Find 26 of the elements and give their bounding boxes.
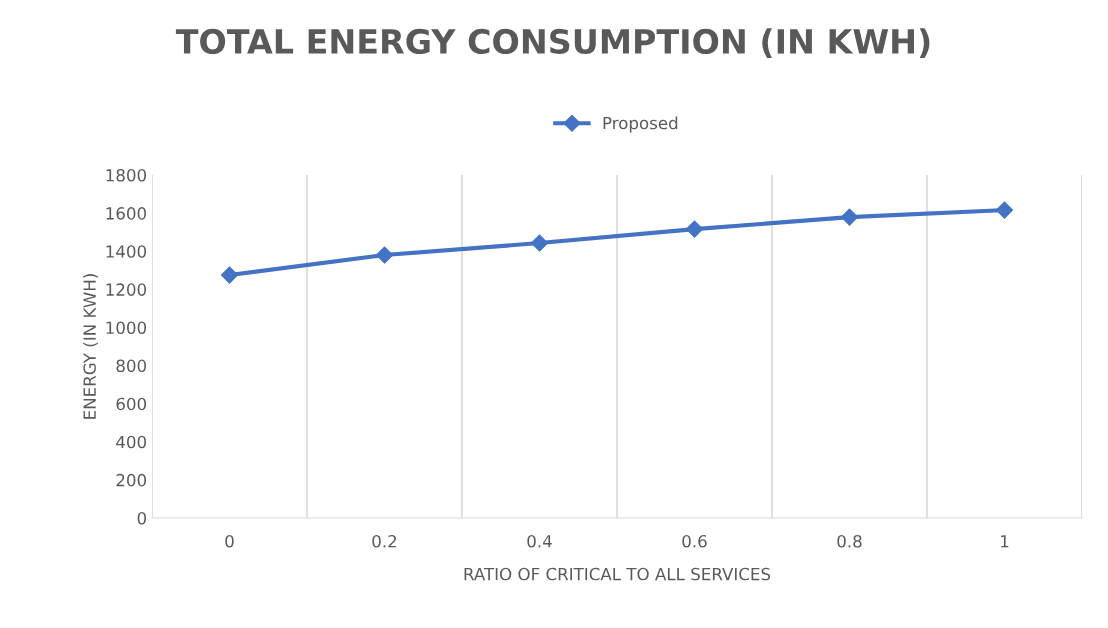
point	[685, 220, 704, 238]
x-tick-label: 0.8	[837, 534, 862, 548]
legend-label: Proposed	[603, 116, 678, 133]
point	[220, 266, 239, 284]
y-tick-label: 1000	[106, 321, 147, 335]
x-tick-label: 0.2	[372, 534, 397, 548]
y-tick-label: 400	[116, 435, 147, 449]
y-tick-label: 1400	[106, 245, 147, 258]
y-axis-title: ENERGY (IN KWH)	[83, 274, 98, 419]
point	[530, 234, 549, 252]
y-tick-label: 600	[116, 397, 147, 411]
point	[840, 208, 859, 226]
y-tick-label: 800	[116, 359, 147, 373]
point	[375, 246, 394, 264]
y-tick-label: 1200	[106, 283, 147, 296]
y-tick-label: 0	[137, 511, 147, 525]
y-tick-label: 200	[116, 473, 147, 487]
x-tick-label: 0	[225, 534, 234, 548]
point	[995, 201, 1014, 219]
y-tick-label: 1800	[106, 168, 147, 182]
x-axis-title: RATIO OF CRITICAL TO ALL SERVICES	[464, 567, 771, 581]
chart-title: TOTAL ENERGY CONSUMPTION (IN KWH)	[175, 28, 930, 58]
x-tick-label: 0.4	[527, 534, 552, 548]
x-tick-label: 0.6	[682, 534, 707, 548]
x-tick-label: 1	[1001, 535, 1009, 548]
y-tick-label: 1600	[106, 207, 147, 220]
